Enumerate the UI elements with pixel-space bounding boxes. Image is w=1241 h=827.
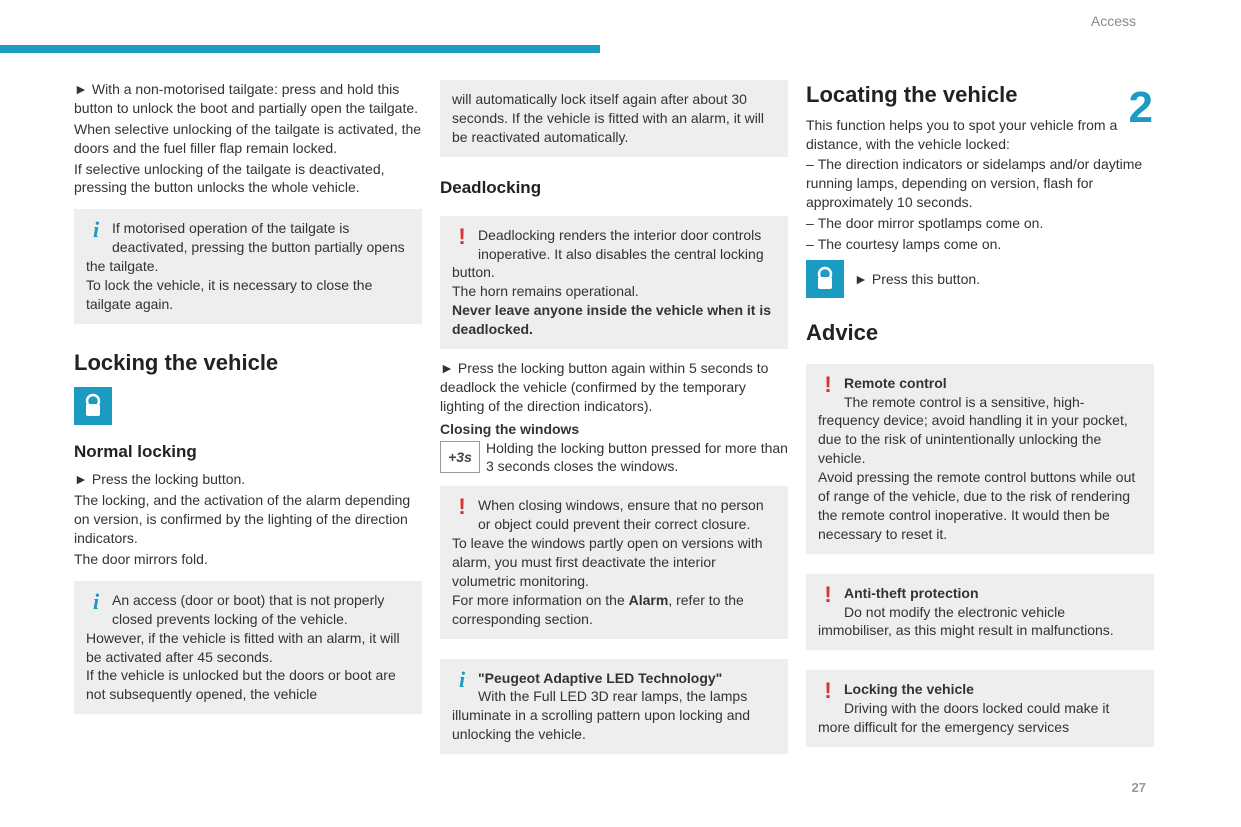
- text: The remote control is a sensitive, high-…: [818, 393, 1142, 469]
- info-box-continuation: will automatically lock itself again aft…: [440, 80, 788, 157]
- text-bold: Never leave anyone inside the vehicle wh…: [452, 301, 776, 339]
- info-icon: i: [86, 219, 106, 245]
- warning-box: ! Deadlocking renders the interior door …: [440, 216, 788, 349]
- info-box: i If motorised operation of the tailgate…: [74, 209, 422, 323]
- top-accent-bar: [0, 45, 600, 53]
- info-box: i An access (door or boot) that is not p…: [74, 581, 422, 714]
- text: An access (door or boot) that is not pro…: [86, 592, 400, 665]
- info-icon: i: [452, 669, 472, 695]
- text: Holding the locking button pressed for m…: [486, 439, 788, 477]
- body-text: ►Press the locking button again within 5…: [440, 359, 788, 416]
- heading-deadlocking: Deadlocking: [440, 177, 788, 200]
- column-3: Locating the vehicle This function helps…: [806, 80, 1154, 764]
- arrow-icon: ►: [854, 270, 868, 289]
- box-title: "Peugeot Adaptive LED Technology": [478, 670, 722, 686]
- warning-box: ! Remote control The remote control is a…: [806, 364, 1154, 554]
- locate-button-icon: [806, 260, 844, 298]
- arrow-icon: ►: [440, 359, 454, 378]
- text: For more information on the Alarm, refer…: [452, 591, 776, 629]
- page-number: 27: [1132, 779, 1146, 797]
- column-2: will automatically lock itself again aft…: [440, 80, 788, 764]
- text: When closing windows, ensure that no per…: [478, 497, 764, 532]
- section-header: Access: [1091, 12, 1136, 31]
- body-text: ►Press the locking button.: [74, 470, 422, 489]
- warning-box: ! When closing windows, ensure that no p…: [440, 486, 788, 638]
- text: If motorised operation of the tailgate i…: [86, 220, 405, 274]
- box-title: Remote control: [844, 375, 947, 391]
- text: The direction indicators or sidelamps an…: [806, 156, 1142, 210]
- warning-icon: !: [818, 680, 838, 706]
- warning-icon: !: [818, 584, 838, 610]
- lock-button-icon: [74, 387, 112, 425]
- text: Press the locking button.: [92, 471, 245, 487]
- body-text: When selective unlocking of the tailgate…: [74, 120, 422, 158]
- warning-box: ! Anti-theft protection Do not modify th…: [806, 574, 1154, 651]
- icon-text-row: ►Press this button.: [806, 256, 1154, 304]
- body-text: ►With a non-motorised tailgate: press an…: [74, 80, 422, 118]
- text: To leave the windows partly open on vers…: [452, 534, 776, 591]
- list-item: – The courtesy lamps come on.: [806, 235, 1154, 254]
- column-1: ►With a non-motorised tailgate: press an…: [74, 80, 422, 764]
- text: Do not modify the electronic vehicle imm…: [818, 603, 1142, 641]
- body-text: If selective unlocking of the tailgate i…: [74, 160, 422, 198]
- text: Driving with the doors locked could make…: [818, 699, 1142, 737]
- dash-icon: –: [806, 236, 814, 252]
- text: Press this button.: [872, 271, 980, 287]
- box-title: Locking the vehicle: [844, 681, 974, 697]
- text: Press the locking button again within 5 …: [440, 360, 768, 414]
- heading-closing-windows: Closing the windows: [440, 420, 788, 439]
- text: Avoid pressing the remote control button…: [818, 468, 1142, 544]
- text: Deadlocking renders the interior door co…: [452, 227, 764, 281]
- icon-text-row: +3s Holding the locking button pressed f…: [440, 439, 788, 477]
- arrow-icon: ►: [74, 470, 88, 489]
- body-text: The locking, and the activation of the a…: [74, 491, 422, 548]
- warning-icon: !: [452, 226, 472, 252]
- text: The horn remains operational.: [452, 282, 776, 301]
- list-item: – The door mirror spotlamps come on.: [806, 214, 1154, 233]
- info-icon: i: [86, 591, 106, 617]
- box-title: Anti-theft protection: [844, 585, 979, 601]
- text: With a non-motorised tailgate: press and…: [74, 81, 418, 116]
- heading-locating-vehicle: Locating the vehicle: [806, 80, 1154, 110]
- text: will automatically lock itself again aft…: [452, 91, 764, 145]
- heading-normal-locking: Normal locking: [74, 441, 422, 464]
- info-box: i "Peugeot Adaptive LED Technology" With…: [440, 659, 788, 755]
- heading-advice: Advice: [806, 318, 1154, 348]
- text: The courtesy lamps come on.: [818, 236, 1002, 252]
- dash-icon: –: [806, 215, 814, 231]
- body-text: This function helps you to spot your veh…: [806, 116, 1154, 154]
- warning-icon: !: [452, 496, 472, 522]
- body-text: ►Press this button.: [854, 270, 1154, 289]
- body-text: The door mirrors fold.: [74, 550, 422, 569]
- warning-box: ! Locking the vehicle Driving with the d…: [806, 670, 1154, 747]
- list-item: – The direction indicators or sidelamps …: [806, 155, 1154, 212]
- text: With the Full LED 3D rear lamps, the lam…: [452, 687, 776, 744]
- warning-icon: !: [818, 374, 838, 400]
- text: The door mirror spotlamps come on.: [818, 215, 1044, 231]
- text: If the vehicle is unlocked but the doors…: [86, 666, 410, 704]
- heading-locking-vehicle: Locking the vehicle: [74, 348, 422, 378]
- hold-3s-icon: +3s: [440, 441, 480, 473]
- arrow-icon: ►: [74, 80, 88, 99]
- page-content: ►With a non-motorised tailgate: press an…: [74, 80, 1154, 764]
- text: To lock the vehicle, it is necessary to …: [86, 276, 410, 314]
- dash-icon: –: [806, 156, 814, 172]
